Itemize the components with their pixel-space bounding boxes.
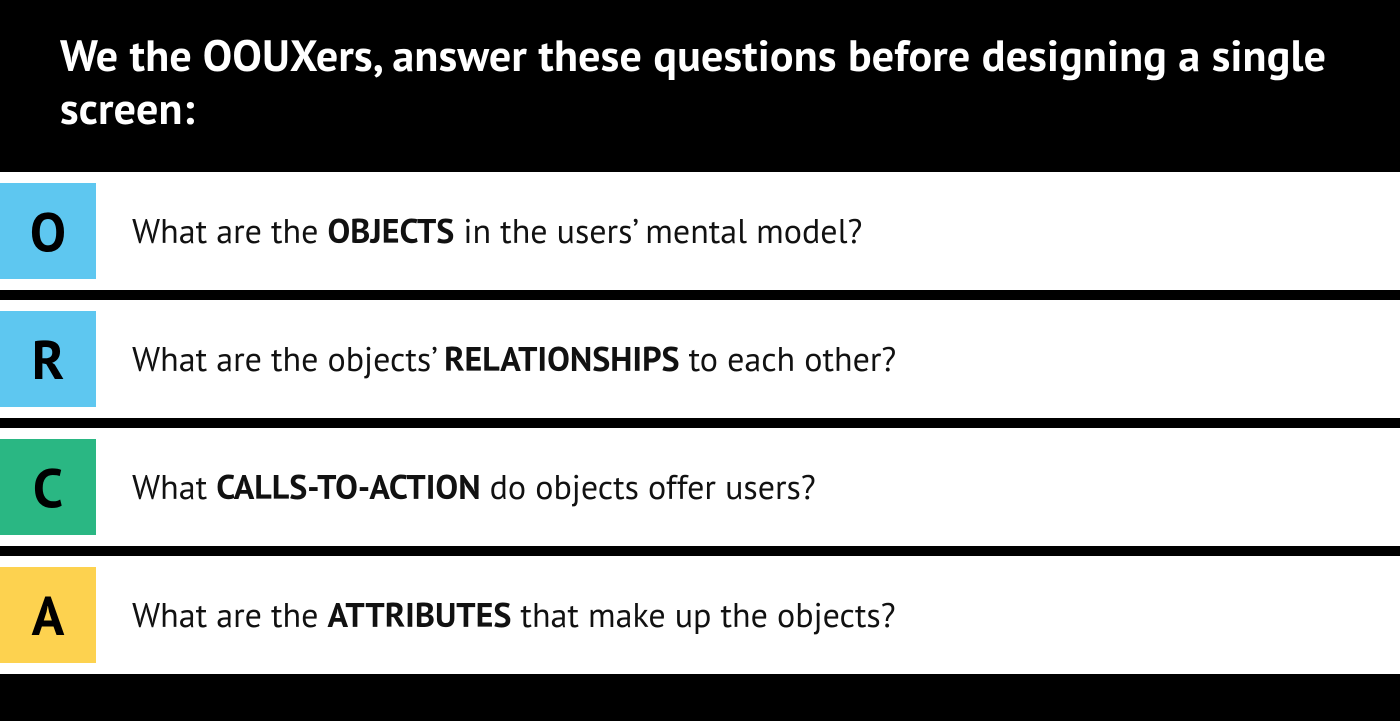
question-relationships: What are the objects’ RELATIONSHIPS to e… [132, 337, 896, 381]
q2-after: do objects offer users? [481, 465, 816, 509]
q1-before: What are the objects’ [132, 337, 444, 381]
orca-row-attributes: A What are the ATTRIBUTES that make up t… [0, 556, 1400, 674]
badge-letter-A: A [32, 588, 65, 642]
q1-bold: RELATIONSHIPS [444, 337, 679, 381]
infographic-canvas: We the OOUXers, answer these questions b… [0, 0, 1400, 721]
badge-main-0: O [0, 183, 96, 279]
q3-after: that make up the objects? [511, 593, 895, 637]
q2-bold: CALLS-TO-ACTION [216, 465, 480, 509]
q0-after: in the users’ mental model? [454, 209, 862, 253]
badge-area: O [0, 183, 96, 279]
q2-before: What [132, 465, 216, 509]
orca-row-cta: C What CALLS-TO-ACTION do objects offer … [0, 428, 1400, 546]
badge-area: A [0, 567, 96, 663]
page-title: We the OOUXers, answer these questions b… [0, 0, 1400, 172]
badge-letter-R: R [32, 332, 65, 386]
question-objects: What are the OBJECTS in the users’ menta… [132, 209, 862, 253]
rows-container: O What are the OBJECTS in the users’ men… [0, 172, 1400, 674]
orca-row-objects: O What are the OBJECTS in the users’ men… [0, 172, 1400, 290]
q0-before: What are the [132, 209, 327, 253]
q3-bold: ATTRIBUTES [327, 593, 511, 637]
question-attributes: What are the ATTRIBUTES that make up the… [132, 593, 896, 637]
badge-area: R [0, 311, 96, 407]
q3-before: What are the [132, 593, 327, 637]
q1-after: to each other? [680, 337, 897, 381]
badge-main-2: C [0, 439, 96, 535]
badge-letter-C: C [33, 460, 63, 514]
question-cta: What CALLS-TO-ACTION do objects offer us… [132, 465, 816, 509]
badge-area: C [0, 439, 96, 535]
badge-letter-O: O [30, 204, 66, 258]
badge-main-1: R [0, 311, 96, 407]
q0-bold: OBJECTS [327, 209, 454, 253]
badge-main-3: A [0, 567, 96, 663]
orca-row-relationships: R What are the objects’ RELATIONSHIPS to… [0, 300, 1400, 418]
